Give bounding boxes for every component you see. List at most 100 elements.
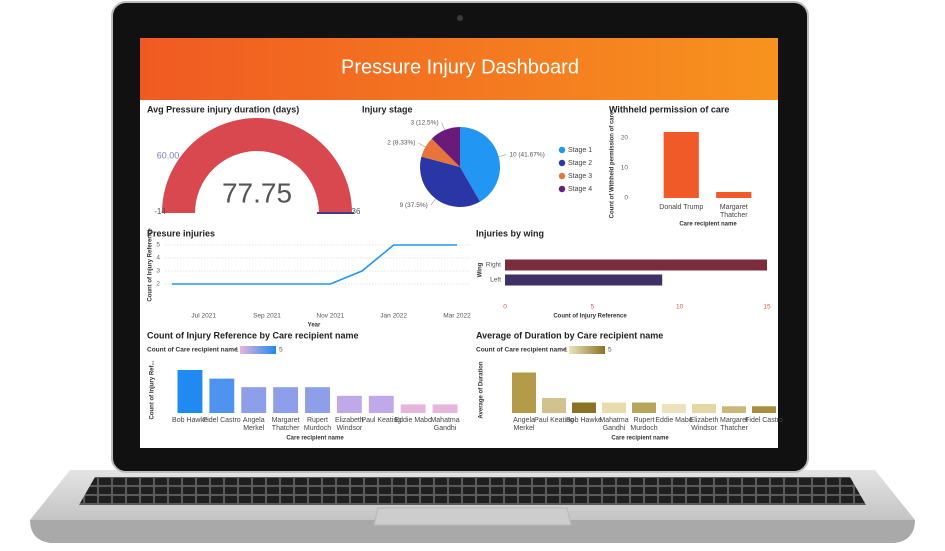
- legend-label: Stage 2: [568, 160, 592, 167]
- bar: [209, 378, 235, 413]
- bar: [572, 402, 596, 413]
- bar: [336, 395, 362, 413]
- legend-swatch: [558, 172, 566, 180]
- legend-label: Stage 1: [568, 147, 592, 154]
- bar: [692, 404, 716, 413]
- pie-leader: [441, 122, 445, 131]
- gauge-fill: [162, 118, 352, 213]
- legend-swatch: [558, 159, 566, 167]
- bar: [602, 402, 626, 413]
- y-tick-label: 2: [156, 281, 160, 288]
- dashboard-header: [140, 38, 778, 100]
- legend-label: Stage 4: [568, 186, 592, 193]
- bar: [662, 404, 686, 413]
- legend-scale: [240, 346, 276, 354]
- chart-title: Count of Injury Reference by Care recipi…: [147, 330, 359, 340]
- y-tick-label: 10: [621, 165, 629, 172]
- bar: [632, 402, 656, 413]
- gauge-max: 36: [352, 207, 361, 216]
- laptop-front-edge: [30, 520, 915, 543]
- chart-title: Withheld permission of care: [609, 104, 729, 114]
- pie-leader: [418, 142, 426, 148]
- x-tick-label: 0: [503, 304, 507, 311]
- y-tick-label: Right: [486, 262, 501, 269]
- legend-label: Stage 3: [568, 173, 592, 180]
- bar: [505, 274, 663, 286]
- bar: [305, 387, 330, 413]
- legend-min: 1: [235, 347, 239, 354]
- camera: [457, 15, 463, 21]
- x-tick-label: Jul 2021: [191, 313, 216, 320]
- bar: [177, 370, 203, 413]
- legend-min: 1: [564, 347, 568, 354]
- x-tick-label: Jan 2022: [380, 313, 407, 320]
- bar: [716, 192, 752, 198]
- bar: [752, 406, 776, 413]
- pie-label: 9 (37.5%): [400, 202, 428, 209]
- legend-title: Count of Care recipient name: [476, 347, 567, 354]
- pie-slice: [460, 127, 501, 202]
- gauge-value: 77.75: [222, 177, 292, 208]
- screen: [140, 38, 778, 448]
- y-tick-label: 3: [156, 268, 160, 275]
- y-axis-title: Count of Withheld permission of care: [610, 111, 616, 218]
- y-axis-title: Count of Injury Ref...: [150, 360, 156, 419]
- y-tick-label: 20: [621, 135, 629, 142]
- gauge-target-label: 60.00: [157, 150, 180, 160]
- bar: [368, 395, 394, 413]
- pie-slice: [431, 127, 460, 167]
- legend-scale: [569, 346, 605, 354]
- y-tick-label: Left: [490, 277, 501, 284]
- keyboard: [79, 477, 866, 505]
- legend-swatch: [558, 185, 566, 193]
- chart-title: Avg Pressure injury duration (days): [147, 104, 299, 114]
- x-axis-title: Year: [308, 323, 321, 329]
- chart-title: Injury stage: [362, 104, 413, 114]
- x-tick-label: 10: [676, 304, 684, 311]
- pie-slice: [421, 138, 460, 167]
- chart-title: Presure injuries: [147, 228, 215, 238]
- x-tick-label: 15: [763, 304, 771, 311]
- bar: [505, 259, 767, 271]
- pie-leader: [498, 154, 507, 157]
- pie-leader: [430, 198, 436, 206]
- x-axis-title: Care recipient name: [286, 436, 344, 442]
- x-axis-title: Care recipient name: [611, 436, 669, 442]
- pie-slice: [420, 156, 480, 207]
- dashboard-title: Pressure Injury Dashboard: [341, 56, 579, 78]
- bar: [241, 387, 267, 413]
- y-tick-label: 5: [156, 242, 160, 249]
- bar: [400, 404, 426, 413]
- bar: [542, 398, 566, 413]
- legend-max: 5: [279, 347, 283, 354]
- legend-max: 5: [608, 347, 612, 354]
- bar: [273, 387, 299, 413]
- bar: [722, 406, 746, 413]
- x-tick-label: Nov 2021: [316, 313, 344, 320]
- chart-title: Injuries by wing: [476, 228, 544, 238]
- x-axis-title: Count of Injury Reference: [553, 314, 627, 320]
- x-tick-label: 5: [591, 304, 595, 311]
- y-axis-title: Wing: [478, 262, 484, 277]
- bar: [512, 372, 536, 413]
- x-tick-label: Sep 2021: [253, 313, 281, 320]
- chart-title: Average of Duration by Care recipient na…: [476, 330, 663, 340]
- bar: [663, 132, 699, 198]
- legend-swatch: [558, 146, 566, 154]
- y-axis-title: Count of Injury Reference: [148, 228, 154, 302]
- pie-label: 10 (41.67%): [509, 151, 544, 158]
- y-axis-title: Average of Duration: [479, 361, 485, 418]
- pie-label: 3 (12.5%): [410, 119, 438, 126]
- legend-title: Count of Care recipient name: [147, 347, 238, 354]
- x-axis-title: Care recipient name: [679, 222, 737, 228]
- trackpad: [373, 507, 572, 526]
- y-tick-label: 0: [624, 195, 628, 202]
- line: [172, 244, 457, 285]
- pie-label: 2 (8.33%): [387, 140, 415, 147]
- y-tick-label: 4: [156, 255, 160, 262]
- bar: [432, 404, 458, 413]
- gauge-min: -14: [154, 207, 166, 216]
- x-tick-label: Mar 2022: [443, 313, 471, 320]
